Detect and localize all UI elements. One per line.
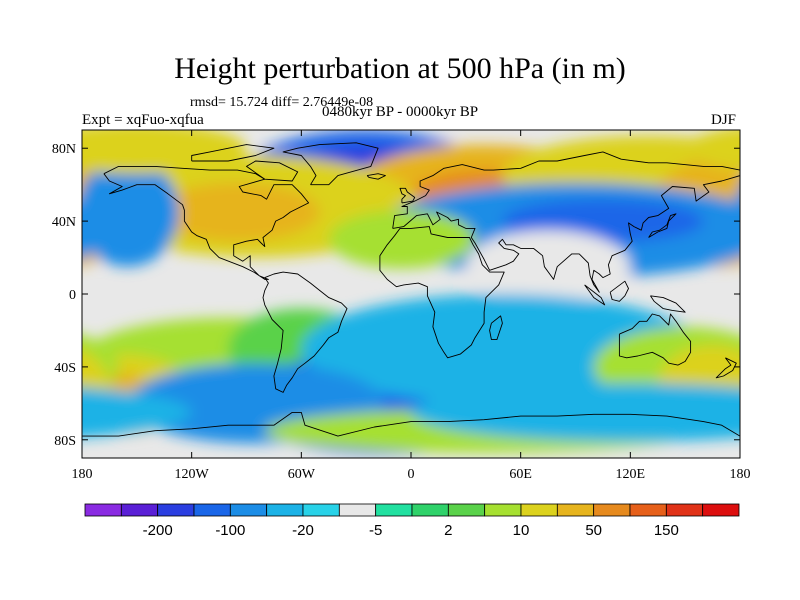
x-tick-label: 120W (175, 467, 210, 482)
coastline-new-guinea (650, 295, 686, 313)
x-tick-label: 180 (730, 467, 751, 482)
field-asia-pacific-low-wrap (82, 202, 119, 258)
x-tick-label: 0 (408, 467, 415, 482)
coastline-africa (379, 226, 505, 359)
field-tropical-india-low (465, 230, 631, 304)
coastline-baffin (246, 160, 299, 182)
coastline-greenland (282, 142, 379, 186)
coastline-japan (648, 213, 677, 238)
colorbar-swatch (193, 503, 231, 517)
season-label: DJF (711, 112, 737, 128)
y-tick-label: 40N (52, 215, 76, 230)
colorbar-swatch (302, 503, 340, 517)
field-northeast-pacific-low-wrap (734, 187, 740, 237)
field-arctic-canada-high-wrap (685, 130, 740, 171)
colorbar-label: 50 (585, 522, 602, 539)
field-southwest-pacific-high-core-wrap (732, 381, 740, 407)
colorbar-swatch (411, 503, 449, 517)
coastline-arctic-isles (191, 144, 275, 162)
colorbar-label: -100 (215, 522, 245, 539)
field-tropical-atlantic-high (328, 210, 475, 269)
x-tick-label: 180 (72, 467, 93, 482)
colorbar-swatch (84, 503, 122, 517)
colorbar-swatch (702, 503, 740, 517)
colorbar-label: -5 (369, 522, 382, 539)
colorbar-swatch (593, 503, 631, 517)
coastline-borneo (609, 280, 629, 302)
coastline-madagascar (489, 315, 503, 341)
colorbar-swatch (520, 503, 558, 517)
coastline-eurasia (392, 151, 740, 293)
colorbar-swatch (338, 503, 377, 517)
colorbar-swatch (157, 503, 195, 517)
coastline-antarctica (82, 411, 740, 437)
plot-area (82, 130, 740, 458)
colorbar-swatch (447, 503, 486, 517)
colorbar-label: -200 (143, 522, 173, 539)
colorbar: -200 -100 -20 -5 2 10 50 150 (84, 503, 740, 539)
colorbar-swatch (120, 503, 159, 517)
colorbar-swatch (375, 503, 413, 517)
colorbar-swatch (629, 503, 667, 517)
x-tick-label: 60W (288, 467, 316, 482)
colorbar-label: 150 (654, 522, 679, 539)
period-label: 0480kyr BP - 0000kyr BP (322, 104, 479, 120)
coastline-south-america (262, 271, 348, 393)
y-tick-label: 40S (54, 361, 76, 376)
field-north-america-high-core (155, 182, 320, 242)
y-tick-label: 80S (54, 434, 76, 449)
y-tick-label: 0 (69, 288, 76, 303)
coastline-new-zealand (715, 357, 737, 379)
colorbar-label: 10 (513, 522, 530, 539)
coastlines (82, 142, 740, 437)
field-arctic-canada-high (82, 130, 247, 174)
coastline-iceland (366, 173, 386, 180)
coastline-north-america (103, 165, 310, 280)
colorbar-label: -20 (292, 522, 314, 539)
stats-label: rmsd= 15.724 diff= 2.76449e-08 (190, 95, 374, 110)
coastline-uk (399, 187, 416, 204)
coastline-sumatra (584, 284, 606, 306)
axis-ticks: 180 120W 60W 0 60E 120E 180 80N 40N 0 40S 80S (52, 130, 751, 482)
field-antarctic-margin-low-wrap (82, 387, 192, 438)
colorbar-label: 2 (444, 522, 452, 539)
x-tick-label: 60E (509, 467, 532, 482)
coastline-australia (618, 313, 692, 366)
experiment-label: Expt = xqFuo-xqfua (82, 112, 204, 128)
chart-title: Height perturbation at 500 hPa (in m) (174, 52, 626, 85)
colorbar-swatch (229, 503, 268, 517)
colorbar-swatch (556, 503, 595, 517)
colorbar-swatch (266, 503, 304, 517)
x-tick-label: 120E (616, 467, 646, 482)
colorbar-swatch (665, 503, 704, 517)
field-antarctic-margin-low (411, 383, 740, 442)
y-tick-label: 80N (52, 142, 76, 157)
colorbar-swatch (484, 503, 522, 517)
